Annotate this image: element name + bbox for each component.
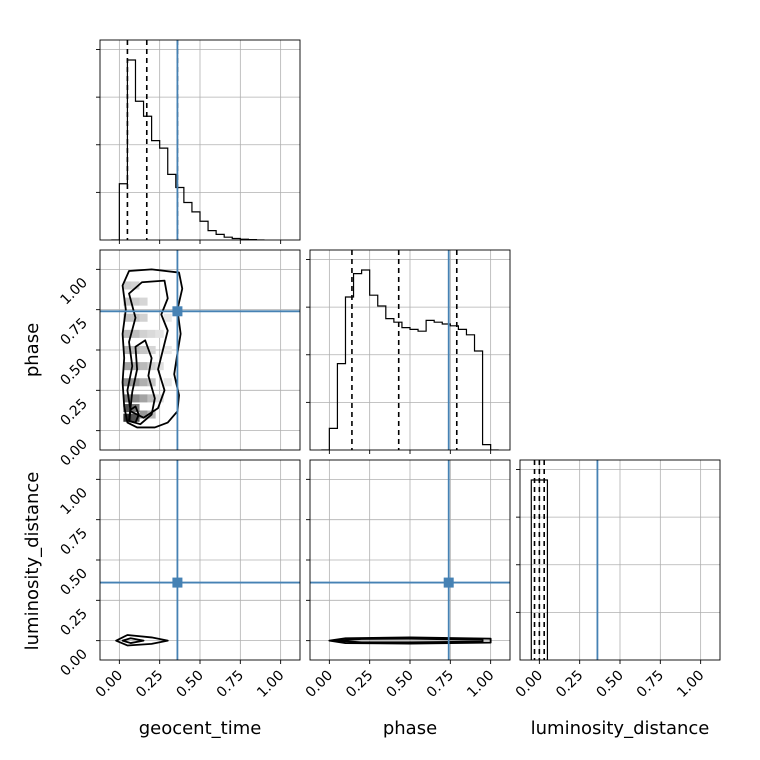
x-axis-title-phase: phase: [383, 718, 437, 739]
joint-panel-geocent-time-phase-density-cell-3: [131, 413, 140, 422]
joint-panel-geocent-time-phase-density-cell-30: [139, 297, 148, 306]
hist-panel-luminosity-distance: [520, 460, 720, 660]
joint-panel-geocent-time-phase-density-cell-17: [131, 329, 140, 338]
joint-panel-geocent-time-phase-contour-1: [126, 279, 169, 419]
joint-panel-geocent-time-phase-density-cell-6: [131, 378, 140, 387]
joint-panel-geocent-time-phase-density-cell-27: [131, 281, 140, 290]
joint-panel-geocent-time-phase-density-cell-2: [123, 394, 132, 403]
hist-panel-geocent-time-step: [111, 59, 265, 240]
joint-panel-geocent-time-phase-density-cell-8: [123, 362, 132, 371]
joint-panel-geocent-time-phase-density-cell-18: [139, 345, 148, 355]
joint-panel-geocent-time-phase-density-cell-32: [147, 345, 156, 355]
joint-panel-geocent-time-luminosity-distance: [100, 460, 300, 660]
joint-panel-geocent-time-phase-density-cell-29: [139, 313, 148, 322]
joint-panel-geocent-time-phase-density-cell-22: [123, 313, 132, 322]
joint-panel-geocent-time-phase-density-cell-31: [147, 362, 156, 371]
joint-panel-geocent-time-phase-density-cell-39: [163, 313, 172, 322]
joint-panel-geocent-time-phase-density-cell-34: [155, 394, 164, 403]
joint-panel-geocent-time-phase-density-cell-20: [147, 394, 156, 403]
joint-panel-geocent-time-phase-density-cell-36: [155, 329, 164, 338]
joint-panel-geocent-time-phase-density-cell-13: [139, 362, 148, 371]
joint-panel-geocent-time-phase-density-cell-9: [131, 362, 140, 371]
joint-panel-phase-luminosity-distance: [310, 460, 510, 660]
y-axis-title-luminosity-distance: luminosity_distance: [22, 472, 43, 651]
x-axis-title-geocent-time: geocent_time: [139, 718, 262, 739]
joint-panel-geocent-time-phase-density-cell-37: [163, 378, 172, 387]
joint-panel-geocent-time-phase-density-cell-28: [139, 329, 148, 338]
joint-panel-geocent-time-phase-contour-3: [128, 405, 140, 424]
joint-panel-geocent-time-phase-density-cell-10: [139, 410, 148, 419]
joint-panel-geocent-time-phase-density-cell-7: [123, 378, 132, 387]
joint-panel-geocent-time-phase-density-cell-12: [139, 378, 148, 387]
joint-panel-geocent-time-phase-density-cell-38: [163, 345, 172, 355]
joint-panel-geocent-time-phase-density-cell-0: [123, 413, 132, 422]
joint-panel-geocent-time-phase-contour-2: [128, 339, 156, 426]
joint-panel-geocent-time-phase-density-cell-11: [139, 394, 148, 403]
joint-panel-geocent-time-phase-density-cell-16: [123, 329, 132, 338]
joint-panel-phase-luminosity-distance-contour-1: [331, 637, 484, 644]
joint-panel-geocent-time-phase-density-cell-21: [147, 378, 156, 387]
joint-panel-phase-luminosity-distance-truth-marker: [443, 577, 454, 588]
hist-panel-phase: [310, 250, 510, 450]
hist-panel-phase-step: [321, 269, 499, 450]
joint-panel-geocent-time-phase-truth-marker: [172, 306, 183, 317]
joint-panel-geocent-time-phase-density-cell-25: [131, 297, 140, 306]
joint-panel-phase-luminosity-distance-contour-0: [328, 636, 492, 645]
joint-panel-geocent-time-phase-density-cell-14: [123, 345, 132, 355]
joint-panel-geocent-time-phase-density-cell-5: [131, 394, 140, 403]
joint-panel-geocent-time-phase: [100, 250, 300, 450]
joint-panel-geocent-time-luminosity-distance-contour-0: [115, 634, 169, 647]
joint-panel-geocent-time-phase-density-cell-24: [123, 297, 132, 306]
hist-panel-geocent-time: [100, 40, 300, 240]
x-axis-title-luminosity-distance: luminosity_distance: [531, 718, 710, 739]
joint-panel-geocent-time-phase-density-cell-1: [123, 404, 132, 413]
joint-panel-geocent-time-phase-density-cell-26: [123, 281, 132, 290]
joint-panel-geocent-time-luminosity-distance-truth-marker: [172, 577, 183, 588]
y-axis-title-phase: phase: [22, 323, 43, 377]
joint-panel-geocent-time-phase-density-cell-33: [147, 329, 156, 338]
joint-panel-geocent-time-luminosity-distance-contour-1: [121, 637, 145, 644]
